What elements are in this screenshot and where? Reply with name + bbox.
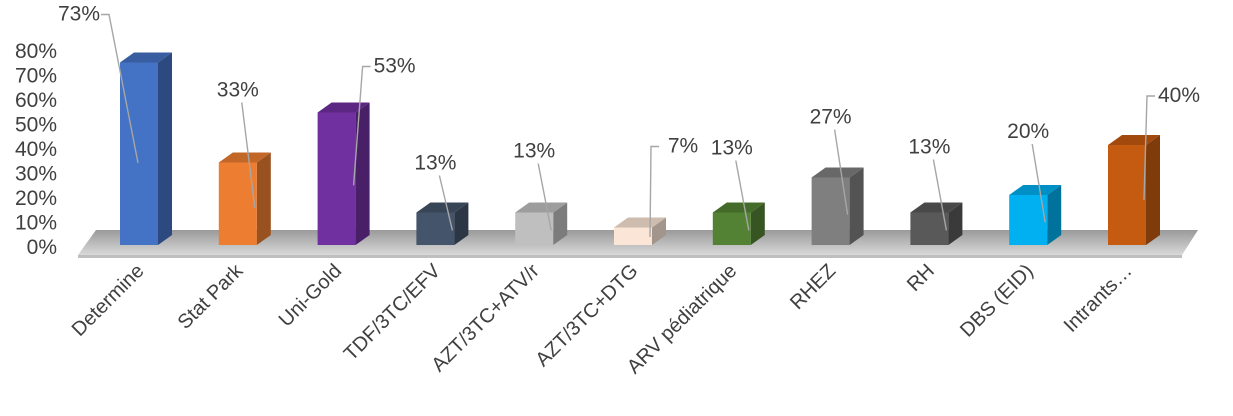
bar-front xyxy=(120,62,158,245)
bar-side xyxy=(158,52,172,245)
bar-top xyxy=(1009,185,1062,195)
y-tick-label: 0% xyxy=(27,236,57,259)
leader-line xyxy=(735,160,750,231)
bar xyxy=(811,167,864,245)
bar xyxy=(416,202,469,245)
x-tick-label: Intrants… xyxy=(1060,260,1137,337)
bar xyxy=(1108,135,1160,245)
bar-front xyxy=(1108,145,1146,245)
bar-side xyxy=(948,202,963,245)
bar xyxy=(515,202,568,245)
bar-top xyxy=(1108,135,1160,145)
x-axis: Determine Stat Park Uni-GoldTDF/3TC/EFVAZT… xyxy=(68,259,1137,378)
y-axis: 0%10%20%30%40%50%60%70%80% xyxy=(15,40,57,259)
data-label: 13% xyxy=(711,137,753,160)
data-label: 27% xyxy=(810,106,852,129)
bar xyxy=(120,52,172,245)
data-label: 20% xyxy=(1007,120,1049,143)
bar-side xyxy=(750,202,765,245)
bar xyxy=(218,152,271,245)
y-tick-label: 20% xyxy=(15,187,57,210)
y-tick-label: 70% xyxy=(15,65,57,88)
data-labels: 73% 33% 53% 13% 13% 7% 13% 27% 13% 20% 40% xyxy=(58,3,1200,175)
data-label: 13% xyxy=(908,136,950,159)
leader-line xyxy=(1143,95,1155,201)
bar-front xyxy=(712,212,751,245)
bar-side xyxy=(652,217,666,245)
x-tick-label: DBS (EID) xyxy=(956,260,1038,342)
data-label: 40% xyxy=(1158,84,1200,107)
bar-side xyxy=(1047,185,1062,245)
leader-line xyxy=(241,102,256,208)
bar-side xyxy=(553,202,568,245)
bar-top xyxy=(515,202,568,213)
data-label: 33% xyxy=(217,79,259,102)
bar-front xyxy=(910,212,949,245)
bar-front xyxy=(416,212,455,245)
bar-front xyxy=(515,212,554,245)
leader-line xyxy=(932,159,948,231)
bar xyxy=(317,102,370,245)
bar-top xyxy=(614,217,666,228)
bar xyxy=(1009,185,1062,245)
bar-top xyxy=(120,52,172,63)
y-tick-label: 80% xyxy=(15,40,57,63)
bar xyxy=(614,217,666,245)
floor-edge xyxy=(78,255,1182,258)
bar xyxy=(712,202,765,245)
leader-lines xyxy=(101,13,1155,238)
bar-front xyxy=(317,112,356,245)
bar-side xyxy=(454,202,469,245)
x-tick-label: AZT/3TC+ATV/r xyxy=(427,260,544,377)
x-tick-label: AZT/3TC+DTG xyxy=(532,260,643,371)
y-tick-label: 50% xyxy=(15,114,57,137)
bar-side xyxy=(849,167,864,245)
y-tick-label: 10% xyxy=(15,212,57,235)
x-tick-label: Stat Park xyxy=(174,259,248,333)
y-tick-label: 60% xyxy=(15,89,57,112)
x-tick-label: RH xyxy=(903,260,939,296)
bar-top xyxy=(910,202,963,213)
y-tick-label: 30% xyxy=(15,163,57,186)
bar-top xyxy=(218,152,271,163)
bar-top xyxy=(712,202,765,213)
bar xyxy=(910,202,963,245)
bars xyxy=(120,52,1160,245)
bar-front xyxy=(614,227,652,245)
leader-line xyxy=(101,13,139,164)
bar-front xyxy=(1009,195,1048,245)
data-label: 7% xyxy=(668,135,698,158)
leader-line xyxy=(438,175,454,231)
data-label: 53% xyxy=(374,55,416,78)
leader-line xyxy=(1031,143,1046,223)
data-label: 73% xyxy=(58,3,100,26)
leader-line xyxy=(649,145,659,238)
x-tick-label: ARV pédiatrique xyxy=(623,260,741,378)
leader-line xyxy=(352,65,371,186)
leader-line xyxy=(833,129,849,215)
data-label: 13% xyxy=(414,152,456,175)
x-tick-label: Uni-Gold xyxy=(275,260,346,331)
x-tick-label: RHEZ xyxy=(786,260,840,314)
bar-top xyxy=(317,102,370,113)
bar-side xyxy=(355,102,370,245)
x-tick-label: TDF/3TC/EFV xyxy=(340,260,446,366)
bar-top xyxy=(811,167,864,178)
bar-side xyxy=(1146,135,1160,245)
y-tick-label: 40% xyxy=(15,138,57,161)
leader-line xyxy=(537,163,552,231)
bar-top xyxy=(416,202,469,213)
bar-side xyxy=(256,152,271,245)
data-label: 13% xyxy=(513,140,555,163)
x-tick-label: Determine xyxy=(68,260,149,341)
